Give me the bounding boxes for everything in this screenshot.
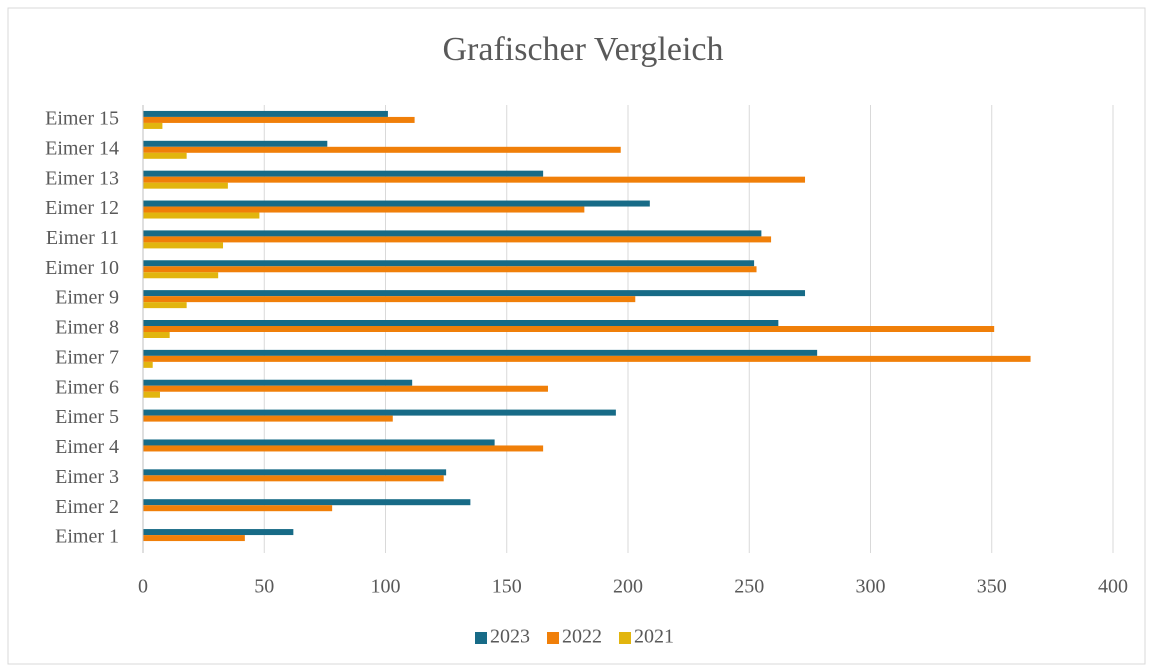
bar xyxy=(143,266,757,273)
bar xyxy=(143,272,219,279)
bar xyxy=(143,529,294,536)
bar xyxy=(143,379,413,386)
bar xyxy=(143,230,762,237)
y-tick-label: Eimer 10 xyxy=(45,257,119,279)
bar xyxy=(143,475,444,482)
legend-swatch xyxy=(475,632,487,644)
bar xyxy=(143,505,333,512)
x-tick-label: 300 xyxy=(856,576,886,598)
bar xyxy=(143,499,471,506)
y-tick-label: Eimer 12 xyxy=(45,197,119,219)
y-tick-label: Eimer 1 xyxy=(55,526,119,548)
bar xyxy=(143,415,393,422)
y-tick-label: Eimer 11 xyxy=(46,227,119,249)
legend-label: 2021 xyxy=(634,626,674,648)
bar xyxy=(143,302,187,309)
bar xyxy=(143,146,621,153)
y-tick-label: Eimer 6 xyxy=(55,376,119,398)
legend-swatch xyxy=(619,632,631,644)
chart-frame xyxy=(7,7,1146,665)
bar xyxy=(143,170,544,177)
bar xyxy=(143,212,260,219)
x-tick-label: 250 xyxy=(734,576,764,598)
y-tick-label: Eimer 15 xyxy=(45,108,119,130)
bar xyxy=(143,332,170,338)
bar xyxy=(143,469,447,476)
y-tick-label: Eimer 3 xyxy=(55,466,119,488)
bar xyxy=(143,326,995,332)
bar xyxy=(143,182,228,189)
bar xyxy=(143,152,187,159)
x-tick-label: 0 xyxy=(138,576,148,598)
bar xyxy=(143,140,328,147)
bar xyxy=(143,355,1031,362)
y-tick-label: Eimer 5 xyxy=(55,406,119,428)
y-tick-label: Eimer 7 xyxy=(55,346,119,368)
bar xyxy=(143,176,806,183)
legend-label: 2022 xyxy=(562,626,602,648)
bar xyxy=(143,122,163,129)
y-tick-label: Eimer 13 xyxy=(45,167,119,189)
y-tick-label: Eimer 8 xyxy=(55,317,119,339)
bar xyxy=(143,535,245,542)
x-tick-label: 350 xyxy=(977,576,1007,598)
bar xyxy=(143,391,160,398)
y-tick-label: Eimer 14 xyxy=(45,137,119,159)
bar xyxy=(143,409,616,416)
y-tick-label: Eimer 4 xyxy=(55,436,119,458)
bar xyxy=(143,242,224,249)
legend-swatch xyxy=(547,632,559,644)
bar xyxy=(143,445,544,452)
x-tick-label: 50 xyxy=(254,576,274,598)
x-tick-label: 150 xyxy=(492,576,522,598)
legend-label: 2023 xyxy=(490,626,530,648)
x-tick-label: 100 xyxy=(371,576,401,598)
bar xyxy=(143,349,818,356)
bar xyxy=(143,290,806,297)
bar xyxy=(143,200,650,207)
bar xyxy=(143,260,755,267)
chart-title: Grafischer Vergleich xyxy=(442,31,723,68)
bar xyxy=(143,439,495,446)
bar xyxy=(143,385,548,392)
bar xyxy=(143,361,153,368)
x-tick-label: 400 xyxy=(1098,576,1128,598)
y-tick-label: Eimer 2 xyxy=(55,496,119,518)
bar xyxy=(143,116,415,123)
x-tick-label: 200 xyxy=(613,576,643,598)
bar xyxy=(143,296,636,303)
bar xyxy=(143,320,779,326)
y-tick-label: Eimer 9 xyxy=(55,287,119,309)
bar xyxy=(143,206,585,213)
bar xyxy=(143,236,772,243)
bar xyxy=(143,110,388,117)
